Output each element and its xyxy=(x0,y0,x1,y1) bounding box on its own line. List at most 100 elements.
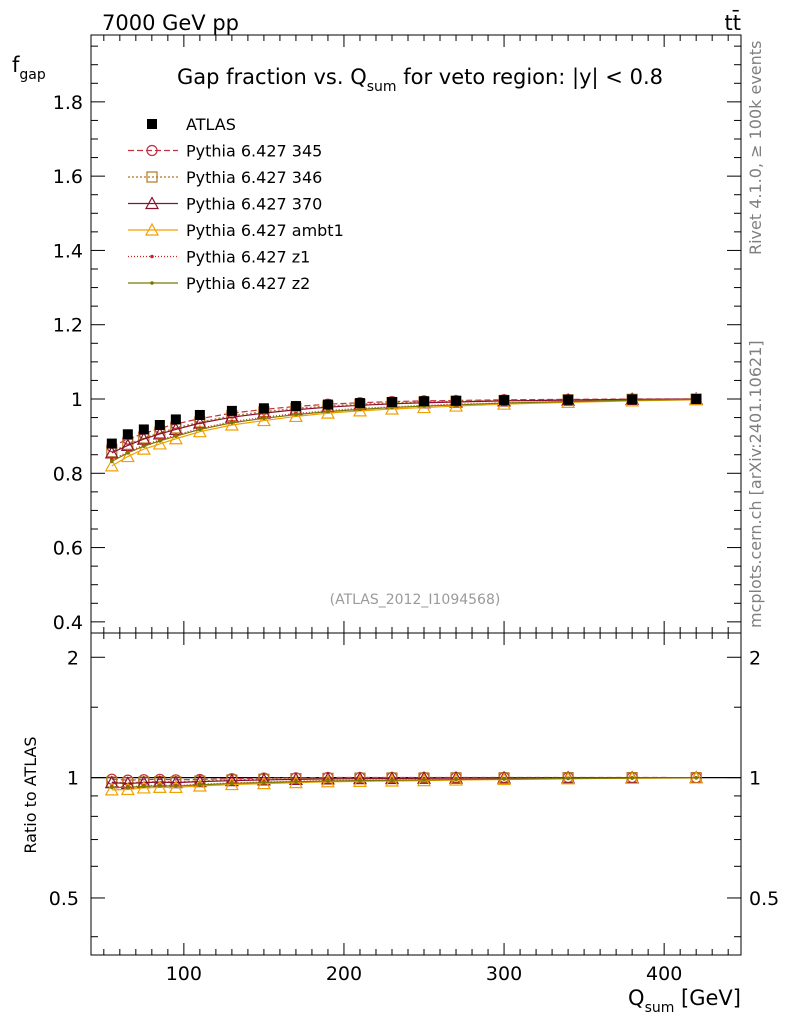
series-point xyxy=(198,427,202,432)
series-point xyxy=(104,445,119,459)
legend-marker xyxy=(146,171,158,183)
ratio-series-layer xyxy=(91,770,741,796)
atlas-data xyxy=(106,394,702,449)
legend-marker xyxy=(150,254,154,259)
analysis-id-watermark: (ATLAS_2012_I1094568) xyxy=(330,592,501,608)
y-tick-label: 1.4 xyxy=(53,240,83,262)
data-point xyxy=(322,399,333,410)
ratio-point xyxy=(198,783,202,787)
axis-tick-labels: 100 200 300 400 0.4 0.6 0.8 1 1.2 1.4 1.6 1.8 0.5 0.5… xyxy=(49,92,779,985)
legend: ATLAS Pythia 6.427 345 Pythia 6.427 346 Pyt… xyxy=(128,115,344,293)
ratio-point xyxy=(422,778,426,782)
series-point xyxy=(256,413,271,427)
ratio-point xyxy=(630,776,634,780)
data-point xyxy=(419,396,430,407)
series-point xyxy=(352,403,367,417)
series-point xyxy=(168,431,183,445)
ratio-tick-label-right: 2 xyxy=(749,647,761,669)
series-6 xyxy=(110,397,698,464)
ratio-point xyxy=(142,784,146,789)
legend-entry-4: Pythia 6.427 ambt1 xyxy=(128,221,344,240)
series-point xyxy=(320,405,335,419)
legend-label: Pythia 6.427 345 xyxy=(186,142,322,161)
ratio-point xyxy=(158,784,162,788)
series-point xyxy=(416,400,432,414)
data-point xyxy=(138,424,149,435)
ratio-point xyxy=(416,771,432,784)
ratio-point xyxy=(502,777,506,781)
ratio-point xyxy=(320,771,335,785)
data-point xyxy=(170,414,181,425)
y-axis-label: fgap xyxy=(12,53,46,83)
y-tick-label: 1.2 xyxy=(53,315,83,337)
series-point xyxy=(158,439,162,443)
ratio-point xyxy=(358,778,362,783)
series-point xyxy=(142,444,146,448)
y-tick-label: 0.8 xyxy=(53,463,83,485)
series-point xyxy=(262,416,266,421)
series-point xyxy=(126,451,130,455)
legend-marker xyxy=(144,196,160,210)
data-point xyxy=(226,405,237,416)
data-point xyxy=(627,394,638,405)
ratio-y-axis-label: Ratio to ATLAS xyxy=(21,736,40,853)
ratio-point xyxy=(352,771,367,785)
data-point xyxy=(154,420,165,430)
data-point xyxy=(499,395,510,406)
series-point xyxy=(192,424,207,438)
chart-title: Gap fraction vs. Qsum for veto region: |… xyxy=(177,65,663,95)
series-3 xyxy=(104,391,704,459)
ratio-plot-frame xyxy=(90,632,742,956)
series-line xyxy=(111,398,697,462)
legend-entry-5: Pythia 6.427 z1 xyxy=(128,248,310,267)
data-point xyxy=(290,401,301,412)
series-point xyxy=(136,441,151,455)
ratio-tick-label: 1 xyxy=(67,768,79,790)
ratio-point xyxy=(294,779,298,784)
ratio-point xyxy=(449,770,464,784)
ratio-line xyxy=(111,777,697,789)
y-tick-label: 1.6 xyxy=(53,166,83,188)
ratio-point xyxy=(152,780,167,794)
ratio-point xyxy=(262,780,266,785)
series-line xyxy=(111,398,697,461)
series-point xyxy=(120,449,135,463)
ratio-point xyxy=(104,782,119,796)
mcplots-label: mcplots.cern.ch [arXiv:2401.10621] xyxy=(746,340,765,628)
series-point xyxy=(110,459,114,464)
legend-entry-1: Pythia 6.427 345 xyxy=(128,142,322,161)
axis-ticks xyxy=(91,35,741,955)
ratio-point xyxy=(230,781,234,786)
ratio-point xyxy=(224,773,239,787)
y-tick-label: 1 xyxy=(71,389,83,411)
ratio-point xyxy=(288,772,303,785)
ratio-point xyxy=(326,779,330,783)
ratio-point xyxy=(174,784,178,788)
series-point xyxy=(104,458,119,472)
data-point xyxy=(563,394,574,405)
x-tick-label: 300 xyxy=(486,963,522,985)
legend-label: ATLAS xyxy=(186,115,236,134)
data-point xyxy=(354,398,365,409)
series-point xyxy=(174,434,178,438)
series-point xyxy=(384,401,399,415)
ratio-point xyxy=(126,785,130,790)
legend-entry-atlas: ATLAS xyxy=(147,115,236,134)
data-point xyxy=(106,438,117,449)
legend-label: Pythia 6.427 370 xyxy=(186,195,322,214)
legend-marker xyxy=(147,119,157,129)
ratio-point xyxy=(136,780,151,794)
data-point xyxy=(691,394,702,404)
ratio-line xyxy=(111,776,697,781)
ratio-point xyxy=(384,771,399,785)
x-axis-label: Qsum [GeV] xyxy=(628,986,741,1016)
ratio-tick-label-right: 1 xyxy=(749,768,761,790)
ratio-point xyxy=(497,770,512,784)
data-point xyxy=(122,429,133,440)
ratio-tick-label: 2 xyxy=(67,647,79,669)
ratio-point xyxy=(390,778,394,783)
ratio-point xyxy=(454,777,458,782)
ratio-point xyxy=(192,774,207,788)
legend-label: Pythia 6.427 346 xyxy=(186,168,322,187)
